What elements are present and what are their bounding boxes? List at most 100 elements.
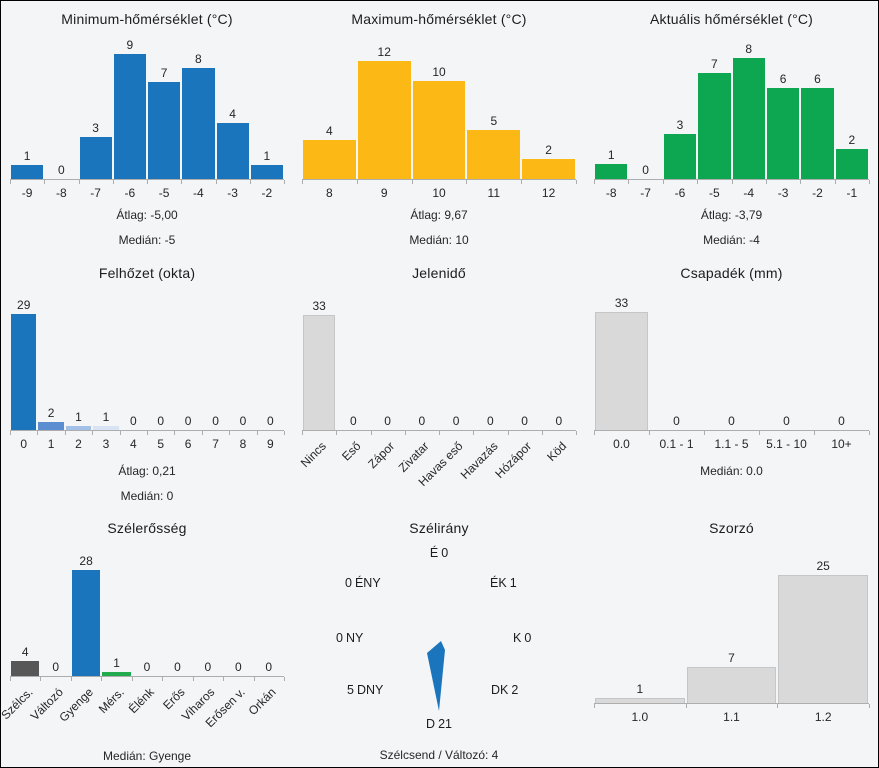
x-tick-label: 10+ [831,437,852,451]
bar-value-label: 9 [126,38,134,52]
wind-needle-icon [427,641,445,711]
bar-0.0 [595,312,648,430]
compass-label-s: D 21 [426,717,452,731]
x-tick-label: 7 [212,437,219,451]
bar-slot: 1 [10,149,44,179]
x-tick-label: 11 [487,186,501,200]
bar-slot: 3 [663,118,697,179]
bar-value-label: 1 [636,681,644,696]
bar-slot: 9 [113,38,147,179]
bar-slot: 0 [405,414,439,430]
bar-slot: 0 [371,414,405,430]
chart-title: Aktuális hőmérséklet (°C) [649,11,814,27]
bar-slot: 7 [686,651,778,703]
bar-value-label: 0 [239,414,247,428]
bar-value-label: 1 [102,410,110,424]
bar-1.0 [595,697,685,703]
x-tick-label: 1.1 [723,710,740,724]
bar-slot: 1 [65,410,92,430]
x-axis [10,179,284,180]
x-tick-label: -8 [605,186,617,200]
bar-12 [522,159,575,179]
x-tick-label: -4 [193,186,204,200]
bar-value-label: 0 [157,414,165,428]
bar-1.1 [686,667,777,703]
bar-Gyenge [71,570,101,676]
bar-value-label: 1 [23,149,31,164]
bar-slot: 0 [649,414,704,430]
bar-value-label: 0 [642,163,649,177]
bar-value-label: 10 [432,64,446,79]
bar-slot: 33 [594,296,649,430]
chart-title: Csapadék (mm) [680,265,783,281]
bar--5 [148,81,181,179]
bar-slot: 0 [44,163,78,179]
bar-plot: 29 2 1 1 0 0 0 0 0 0 0 1 2 3 4 5 6 7 8 9 [1,296,293,451]
bar-plot: 33 0 0 0 0 0 0 0 Nincs Eső Zápor Zivatar Havas eső Ha… [293,296,585,497]
x-tick-label: 0 [20,437,28,451]
bar-1 [38,422,64,430]
bar-value-label: 0 [555,414,563,428]
bar-value-label: 8 [195,51,202,66]
x-tick-label: -6 [674,186,686,200]
bar-value-label: 3 [92,121,99,136]
bar-slot: 0 [628,163,662,179]
bar-slot: 0 [40,660,70,676]
bar-slot: 1 [250,149,284,179]
bar-slot: 0 [147,414,174,430]
bar-slot: 0 [336,414,370,430]
chart-multiplier: Szorzó 1 7 25 1.0 1.1 1.2 [585,510,878,767]
bar-value-label: 0 [487,414,494,428]
bar-value-label: 6 [814,72,821,87]
bar-Nincs [303,315,336,430]
stat-mean: Átlag: -3,79 [700,208,763,222]
x-tick-label: Eső [338,439,364,464]
bar-slot: 1 [594,148,628,179]
axis-ticks [594,704,870,708]
bar-value-label: 1 [113,656,120,671]
bar-value-label: 7 [710,57,718,72]
x-tick-label: 0.0 [613,437,630,451]
bar-slot: 5 [466,114,521,179]
x-tick-label: -6 [124,186,136,200]
axis-ticks [10,677,285,681]
bar-slot: 0 [223,660,253,676]
bar--3 [216,123,249,179]
bar-value-label: 0 [673,414,680,428]
bar-value-label: 7 [160,65,168,80]
bar-slot: 4 [10,645,40,676]
chart-minimum-temperature: Minimum-hőmérséklet (°C) 1 0 3 9 7 8 4 1 -9 -8 -7 -… [1,1,293,255]
bar-value-label: 28 [79,554,93,568]
bar-plot: 4 12 10 5 2 8 9 10 11 12 [293,37,585,200]
x-tick-label: 9 [380,186,388,200]
x-tick-label: -7 [640,186,651,200]
bar-value-label: 0 [267,414,274,428]
stat-median: Medián: -5 [118,233,176,247]
bar-slot: 0 [704,414,759,430]
bar-value-label: 4 [326,123,333,138]
bar--9 [11,165,44,179]
bar-slot: 12 [357,45,412,179]
bar-value-label: 4 [229,107,236,122]
stat-mean: Átlag: -5,00 [116,208,178,222]
x-axis [302,430,576,431]
bar-slot: 0 [162,660,192,676]
chart-maximum-temperature: Maximum-hőmérséklet (°C) 4 12 10 5 2 8 9 10 11 12… [293,1,585,255]
bar-slot: 0 [254,660,284,676]
x-tick-label: Nincs [297,439,330,471]
bar-value-label: 0 [452,414,460,428]
x-tick-label: 1.0 [631,710,649,724]
bar-slot: 7 [147,66,181,179]
bar-value-label: 8 [745,42,753,56]
bar-slot: 10 [412,65,467,179]
x-tick-label: -3 [777,186,789,200]
chart-title: Szélirány [409,520,469,536]
bar-2 [65,426,92,430]
x-tick-label: 5.1 - 10 [766,437,807,451]
bar-value-label: 2 [545,143,552,158]
bar-slot: 29 [10,298,37,430]
bar-value-label: 0 [265,660,273,674]
